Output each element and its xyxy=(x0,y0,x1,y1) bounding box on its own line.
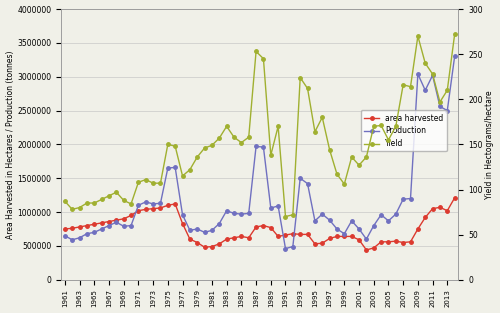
Yield xyxy=(297,76,303,80)
area harvested xyxy=(290,232,296,236)
Y-axis label: Yield in Hectograms/hectare: Yield in Hectograms/hectare xyxy=(486,90,494,199)
Yield xyxy=(304,87,310,90)
Production xyxy=(334,227,340,231)
area harvested xyxy=(364,248,370,252)
Yield xyxy=(452,33,458,36)
Yield xyxy=(282,215,288,218)
Yield xyxy=(275,125,281,128)
Line: Production: Production xyxy=(63,55,456,250)
Yield xyxy=(128,202,134,206)
Line: Yield: Yield xyxy=(63,33,456,218)
area harvested xyxy=(62,227,68,231)
Production xyxy=(62,234,68,238)
Production xyxy=(282,247,288,250)
Y-axis label: Area Harvested in Hectares / Production (tonnes): Area Harvested in Hectares / Production … xyxy=(6,50,15,239)
area harvested xyxy=(128,213,134,217)
Line: area harvested: area harvested xyxy=(63,196,456,252)
Yield xyxy=(334,172,340,176)
area harvested xyxy=(297,233,303,236)
Production xyxy=(304,182,310,186)
area harvested xyxy=(326,237,332,240)
Production xyxy=(275,204,281,208)
area harvested xyxy=(452,196,458,200)
area harvested xyxy=(209,245,215,249)
Yield xyxy=(62,199,68,203)
Production xyxy=(209,228,215,232)
area harvested xyxy=(275,234,281,238)
Production xyxy=(297,176,303,180)
Legend: area harvested, Production, Yield: area harvested, Production, Yield xyxy=(361,110,446,151)
Yield xyxy=(209,143,215,147)
Production xyxy=(452,54,458,58)
Production xyxy=(128,224,134,228)
